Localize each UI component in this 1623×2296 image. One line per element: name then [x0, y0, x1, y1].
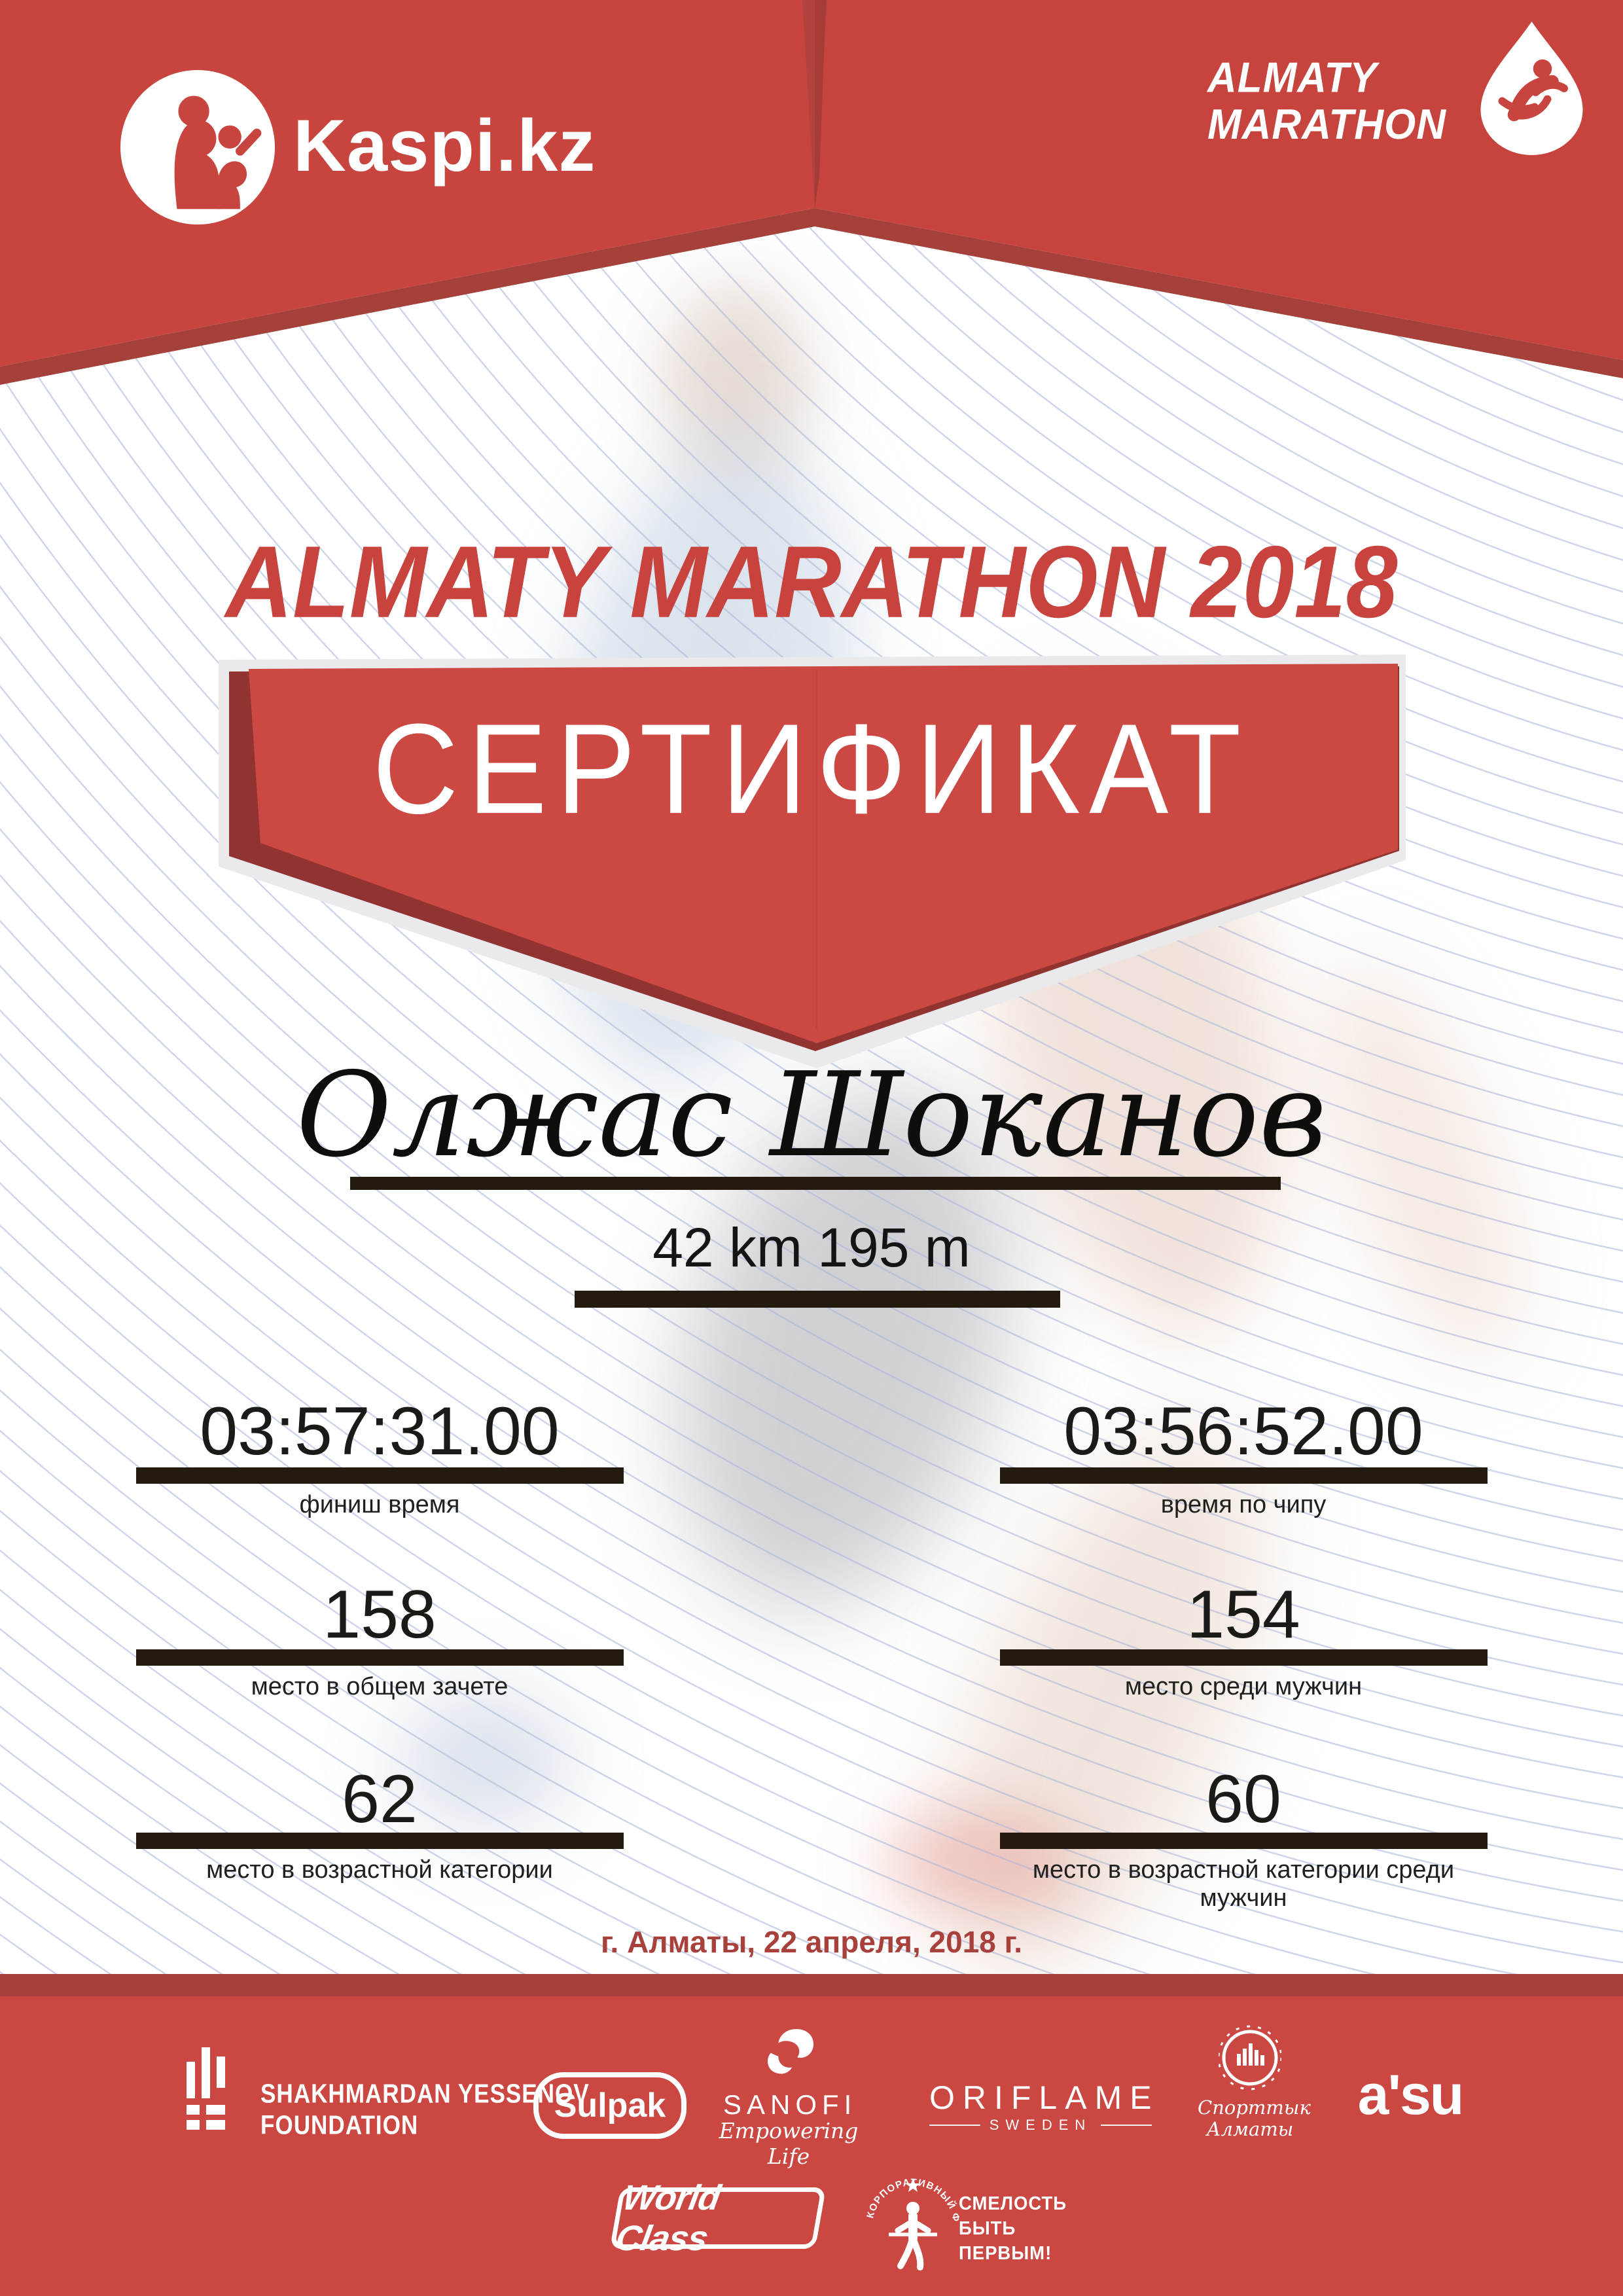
sulpak-logo-text: Sulpak	[554, 2087, 666, 2125]
oriflame-rule-right	[1101, 2125, 1152, 2126]
chip-time-line	[1000, 1467, 1488, 1484]
sanofi-tagline: Empowering Life	[719, 2118, 859, 2169]
distance-underline	[575, 1291, 1060, 1308]
ribbon-face	[249, 664, 1398, 1043]
overall-place-line	[136, 1649, 624, 1666]
overall-place-value: 158	[323, 1577, 437, 1653]
age-place-value: 62	[342, 1761, 418, 1837]
name-underline	[350, 1177, 1281, 1190]
fund-slogan: СМЕЛОСТЬ БЫТЬ ПЕРВЫМ!	[959, 2191, 1108, 2266]
header-right-edge	[815, 208, 1623, 378]
certificate-label: СЕРТИФИКАТ	[372, 697, 1251, 840]
kaspi-logo-icon	[120, 70, 275, 224]
distance-value: 42 km 195 m	[652, 1217, 971, 1278]
header-crease-shadow	[815, 0, 826, 208]
sulpak-logo: Sulpak	[533, 2072, 687, 2139]
fund-star	[906, 2178, 920, 2192]
chip-time-label: время по чипу	[1160, 1491, 1327, 1518]
header-left-edge	[0, 208, 815, 385]
worldclass-logo-text: World Class	[613, 2178, 723, 2258]
age-gender-place-value: 60	[1205, 1761, 1281, 1837]
gender-place-value: 154	[1186, 1577, 1300, 1653]
worldclass-logo: World Class	[609, 2178, 827, 2258]
corporate-fund-emblem: КОРПОРАТИВНЫЙ ФОНД	[864, 2161, 961, 2270]
asu-logo-text: a'su	[1357, 2064, 1465, 2126]
runner-foot	[1498, 97, 1539, 113]
sporttyk-line1: Спорттык	[1198, 2096, 1311, 2119]
fund-runner-head	[906, 2202, 919, 2215]
runner-head	[1533, 59, 1552, 79]
fund-runner-legs	[897, 2234, 924, 2270]
sporttyk-almaty-emblem	[1219, 2025, 1281, 2090]
kaspi-parent-head	[178, 96, 209, 127]
gender-place-label: место среди мужчин	[1124, 1673, 1363, 1700]
oriflame-rule-left	[929, 2125, 980, 2126]
fund-slogan-line2: БЫТЬ	[959, 2218, 1016, 2239]
almaty-marathon-drop-icon	[1480, 22, 1583, 155]
gender-place-line	[1000, 1649, 1488, 1666]
sporttyk-line2: Алматы	[1206, 2118, 1294, 2140]
almaty-logo-line2: MARATHON	[1207, 101, 1447, 149]
finish-time-line	[136, 1467, 624, 1484]
almaty-marathon-logo-text: ALMATY MARATHON	[1207, 54, 1482, 149]
fund-slogan-line3: ПЕРВЫМ!	[959, 2243, 1052, 2264]
sporttyk-almaty-text: Спорттык Алматы	[1198, 2096, 1311, 2140]
age-gender-place-label: место в возрастной категории среди мужчи…	[1032, 1856, 1455, 1912]
oriflame-sweden-text: SWEDEN	[989, 2117, 1092, 2133]
ribbon-center-crease	[815, 670, 817, 1029]
chip-time-value: 03:56:52.00	[1063, 1393, 1423, 1469]
runner-leg	[1510, 95, 1552, 120]
header-right-panel	[815, 0, 1623, 360]
almaty-logo-line1: ALMATY	[1207, 54, 1378, 102]
certificate-ribbon	[219, 655, 1406, 1068]
kaspi-child-arm	[236, 128, 262, 156]
oriflame-logo-text: ORIFLAME	[929, 2079, 1160, 2116]
kaspi-child-body	[215, 161, 247, 209]
kaspi-logo-text: Kaspi.kz	[293, 105, 596, 187]
event-title: ALMATY MARATHON 2018	[225, 525, 1398, 639]
yessenov-foundation-icon	[187, 2047, 225, 2130]
kaspi-parent-body	[174, 120, 221, 209]
fund-runner-arms	[895, 2218, 931, 2234]
finish-time-label: финиш время	[299, 1491, 460, 1518]
finish-time-value: 03:57:31.00	[200, 1393, 560, 1469]
recipient-name: Олжас Шоканов	[296, 1047, 1327, 1183]
runner-arm	[1531, 81, 1568, 96]
sanofi-bird-icon	[768, 2029, 814, 2074]
sanofi-logo-text: SANOFI	[723, 2089, 857, 2120]
age-place-line	[136, 1833, 624, 1849]
fund-slogan-line1: СМЕЛОСТЬ	[959, 2193, 1067, 2214]
footer-top-strip	[0, 1974, 1623, 1996]
yessenov-foundation-sub: FOUNDATION	[260, 2110, 419, 2140]
kaspi-child-head	[218, 125, 241, 149]
age-place-label: место в возрастной категории	[206, 1856, 553, 1884]
oriflame-sweden-row: SWEDEN	[929, 2117, 1152, 2134]
overall-place-label: место в общем зачете	[251, 1673, 508, 1700]
city-date-line: г. Алматы, 22 апреля, 2018 г.	[601, 1925, 1022, 1959]
age-gender-place-line	[1000, 1833, 1488, 1849]
